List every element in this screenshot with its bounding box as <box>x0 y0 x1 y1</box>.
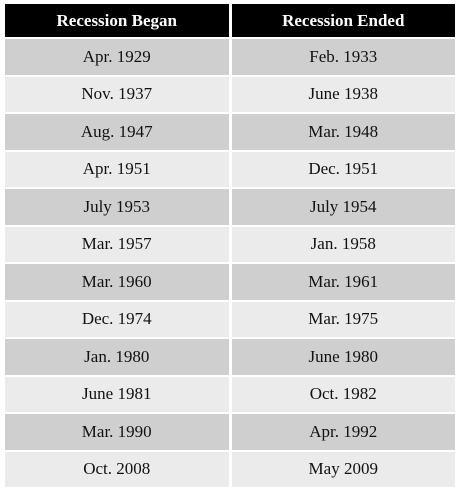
cell-began: Dec. 1974 <box>5 301 229 337</box>
header-recession-began: Recession Began <box>5 4 229 37</box>
cell-ended: Mar. 1948 <box>231 114 455 150</box>
cell-began: Mar. 1960 <box>5 264 229 300</box>
cell-began: Nov. 1937 <box>5 76 229 112</box>
cell-ended: Jan. 1958 <box>231 226 455 262</box>
header-recession-ended: Recession Ended <box>231 4 455 37</box>
table-row: Apr. 1929 Feb. 1933 <box>5 39 455 75</box>
cell-ended: Mar. 1961 <box>231 264 455 300</box>
table-header: Recession Began Recession Ended <box>5 4 455 37</box>
table-row: June 1981 Oct. 1982 <box>5 376 455 412</box>
cell-ended: June 1938 <box>231 76 455 112</box>
cell-began: July 1953 <box>5 189 229 225</box>
cell-ended: June 1980 <box>231 339 455 375</box>
table-row: Apr. 1951 Dec. 1951 <box>5 151 455 187</box>
header-row: Recession Began Recession Ended <box>5 4 455 37</box>
cell-began: Apr. 1929 <box>5 39 229 75</box>
cell-began: Jan. 1980 <box>5 339 229 375</box>
cell-ended: Dec. 1951 <box>231 151 455 187</box>
table-row: Jan. 1980 June 1980 <box>5 339 455 375</box>
table-row: Mar. 1957 Jan. 1958 <box>5 226 455 262</box>
cell-ended: May 2009 <box>231 451 455 487</box>
table-row: July 1953 July 1954 <box>5 189 455 225</box>
cell-began: Mar. 1957 <box>5 226 229 262</box>
recession-table-container: Recession Began Recession Ended Apr. 192… <box>2 2 458 489</box>
table-body: Apr. 1929 Feb. 1933 Nov. 1937 June 1938 … <box>5 39 455 487</box>
cell-ended: Oct. 1982 <box>231 376 455 412</box>
table-row: Nov. 1937 June 1938 <box>5 76 455 112</box>
recession-table: Recession Began Recession Ended Apr. 192… <box>2 2 458 489</box>
table-row: Oct. 2008 May 2009 <box>5 451 455 487</box>
cell-began: June 1981 <box>5 376 229 412</box>
table-row: Aug. 1947 Mar. 1948 <box>5 114 455 150</box>
cell-ended: July 1954 <box>231 189 455 225</box>
cell-ended: Mar. 1975 <box>231 301 455 337</box>
cell-began: Aug. 1947 <box>5 114 229 150</box>
cell-began: Oct. 2008 <box>5 451 229 487</box>
table-row: Dec. 1974 Mar. 1975 <box>5 301 455 337</box>
table-row: Mar. 1960 Mar. 1961 <box>5 264 455 300</box>
cell-ended: Apr. 1992 <box>231 414 455 450</box>
cell-ended: Feb. 1933 <box>231 39 455 75</box>
cell-began: Apr. 1951 <box>5 151 229 187</box>
cell-began: Mar. 1990 <box>5 414 229 450</box>
table-row: Mar. 1990 Apr. 1992 <box>5 414 455 450</box>
